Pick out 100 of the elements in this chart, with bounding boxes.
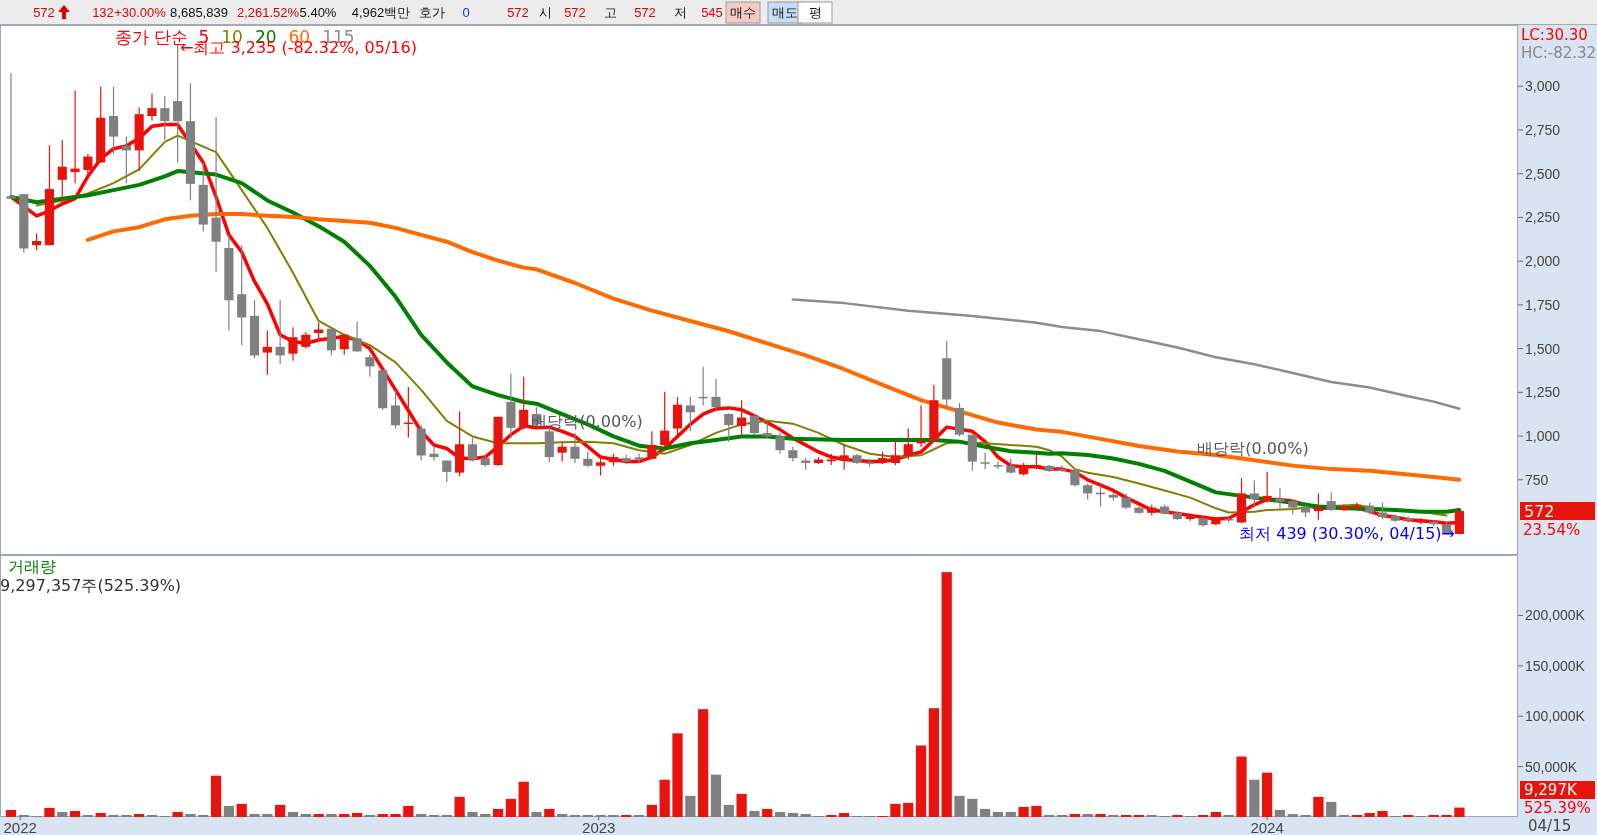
bar — [646, 804, 658, 817]
candlestick — [275, 299, 285, 365]
bar — [621, 814, 632, 817]
bar — [210, 775, 222, 817]
bar — [1172, 814, 1183, 817]
bar — [1223, 814, 1234, 817]
bar — [1441, 814, 1452, 817]
bar — [1454, 807, 1465, 817]
bar — [403, 805, 414, 817]
bar — [146, 814, 158, 817]
line-series — [85, 212, 1462, 482]
y-tick-label: 2,000 — [1525, 253, 1561, 270]
bar — [1377, 810, 1388, 817]
y-tick-label: 2,250 — [1525, 209, 1561, 226]
text: 572 — [634, 5, 656, 20]
bar — [967, 798, 978, 817]
text: LC:30.30 — [1521, 26, 1588, 44]
candlestick — [6, 72, 16, 200]
line-series — [791, 298, 1461, 411]
bar — [339, 813, 350, 817]
bar — [249, 813, 260, 817]
text: HC:-82.32 — [1521, 44, 1597, 62]
x-tick-label: 2024 — [1250, 818, 1284, 835]
bar — [672, 733, 683, 817]
text: 매도 — [772, 5, 798, 20]
bar — [480, 813, 491, 817]
text: 매수 — [730, 5, 756, 20]
y-tick-label: 3,000 — [1525, 78, 1561, 95]
y-tick-label: 200,000K — [1525, 607, 1586, 624]
text: 호가 — [419, 5, 445, 20]
bar — [1262, 772, 1273, 817]
bar — [95, 812, 106, 817]
bar — [698, 709, 709, 817]
bar — [505, 798, 517, 817]
bar — [390, 813, 401, 817]
bar — [980, 808, 991, 817]
bar — [1031, 805, 1042, 817]
bar — [1005, 811, 1016, 817]
text: 저 — [673, 5, 687, 20]
text: 5.40% — [299, 5, 337, 20]
candlestick — [326, 328, 337, 357]
bar — [1146, 814, 1157, 817]
bar — [1069, 813, 1080, 817]
y-tick-label: 1,250 — [1525, 384, 1561, 401]
candlestick — [711, 378, 721, 410]
candlestick — [365, 354, 375, 378]
bar — [915, 745, 927, 817]
bar — [364, 814, 376, 817]
bar — [1338, 814, 1350, 817]
text: 545 — [701, 5, 723, 20]
candlestick — [557, 442, 567, 463]
candlestick — [890, 439, 900, 466]
bar — [890, 803, 901, 817]
bar — [800, 813, 811, 817]
text: 4,962백만 — [351, 5, 411, 20]
candlestick — [980, 452, 990, 470]
bar — [557, 813, 568, 817]
bar — [1300, 814, 1311, 817]
bar — [1326, 801, 1337, 817]
bar — [1121, 814, 1132, 817]
candlestick — [839, 443, 849, 471]
candlestick — [1262, 471, 1272, 504]
bar — [595, 814, 606, 817]
candlestick — [147, 92, 157, 122]
text: 04/15 — [1528, 817, 1572, 835]
bar — [1249, 779, 1260, 817]
bar — [1056, 814, 1068, 817]
candlestick — [83, 153, 93, 177]
text: 8,685,839 — [170, 5, 228, 20]
candlestick — [724, 412, 734, 443]
bar — [1197, 814, 1209, 817]
y-tick-label: 50,000K — [1525, 758, 1578, 775]
bar — [569, 814, 581, 817]
candlestick — [173, 44, 183, 164]
bar — [287, 811, 299, 817]
bar — [749, 810, 760, 817]
text: 23.54% — [1523, 521, 1581, 539]
bar — [454, 796, 465, 817]
bar — [685, 795, 696, 817]
bar — [1095, 813, 1106, 817]
bar — [1108, 814, 1119, 817]
bar — [275, 804, 286, 817]
bar — [198, 814, 209, 817]
bar — [710, 774, 722, 817]
chart-title: 거래량 — [8, 556, 56, 576]
bar — [5, 809, 17, 817]
bar — [223, 805, 235, 817]
y-tick-label: 1,750 — [1525, 296, 1561, 313]
candlestick — [993, 460, 1003, 470]
bar — [903, 802, 914, 817]
bar — [1313, 796, 1324, 817]
candlestick — [288, 326, 298, 362]
bar — [18, 814, 29, 817]
bar — [428, 814, 440, 817]
bar — [1403, 814, 1414, 817]
bar — [1274, 809, 1286, 817]
bar — [1210, 811, 1221, 817]
bar — [492, 808, 504, 817]
candlestick — [672, 396, 683, 439]
candlestick — [160, 95, 170, 141]
